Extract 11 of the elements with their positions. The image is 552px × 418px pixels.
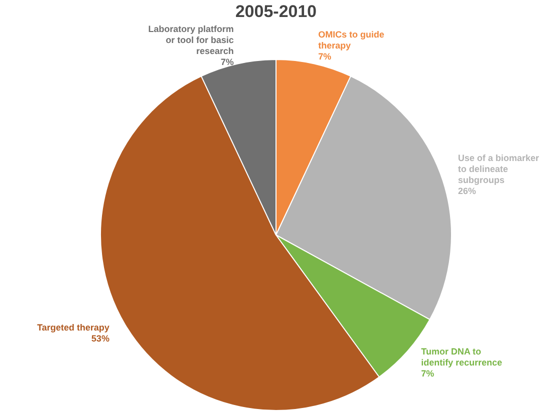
slice-label: Tumor DNA to identify recurrence <box>421 346 502 368</box>
slice-label: Use of a biomarker to delineate subgroups <box>458 153 540 186</box>
slice-label: Laboratory platform or tool for basic research <box>148 24 234 56</box>
slice-label: Targeted therapy <box>37 322 110 332</box>
data-label: 7% <box>220 57 234 68</box>
data-label: 26% <box>458 186 476 196</box>
data-label: 53% <box>91 333 110 344</box>
data-label: 7% <box>318 52 332 62</box>
slice-label: OMICs to guide therapy <box>318 30 384 51</box>
chart-title: 2005-2010 <box>234 2 318 22</box>
data-label: 7% <box>421 368 434 378</box>
